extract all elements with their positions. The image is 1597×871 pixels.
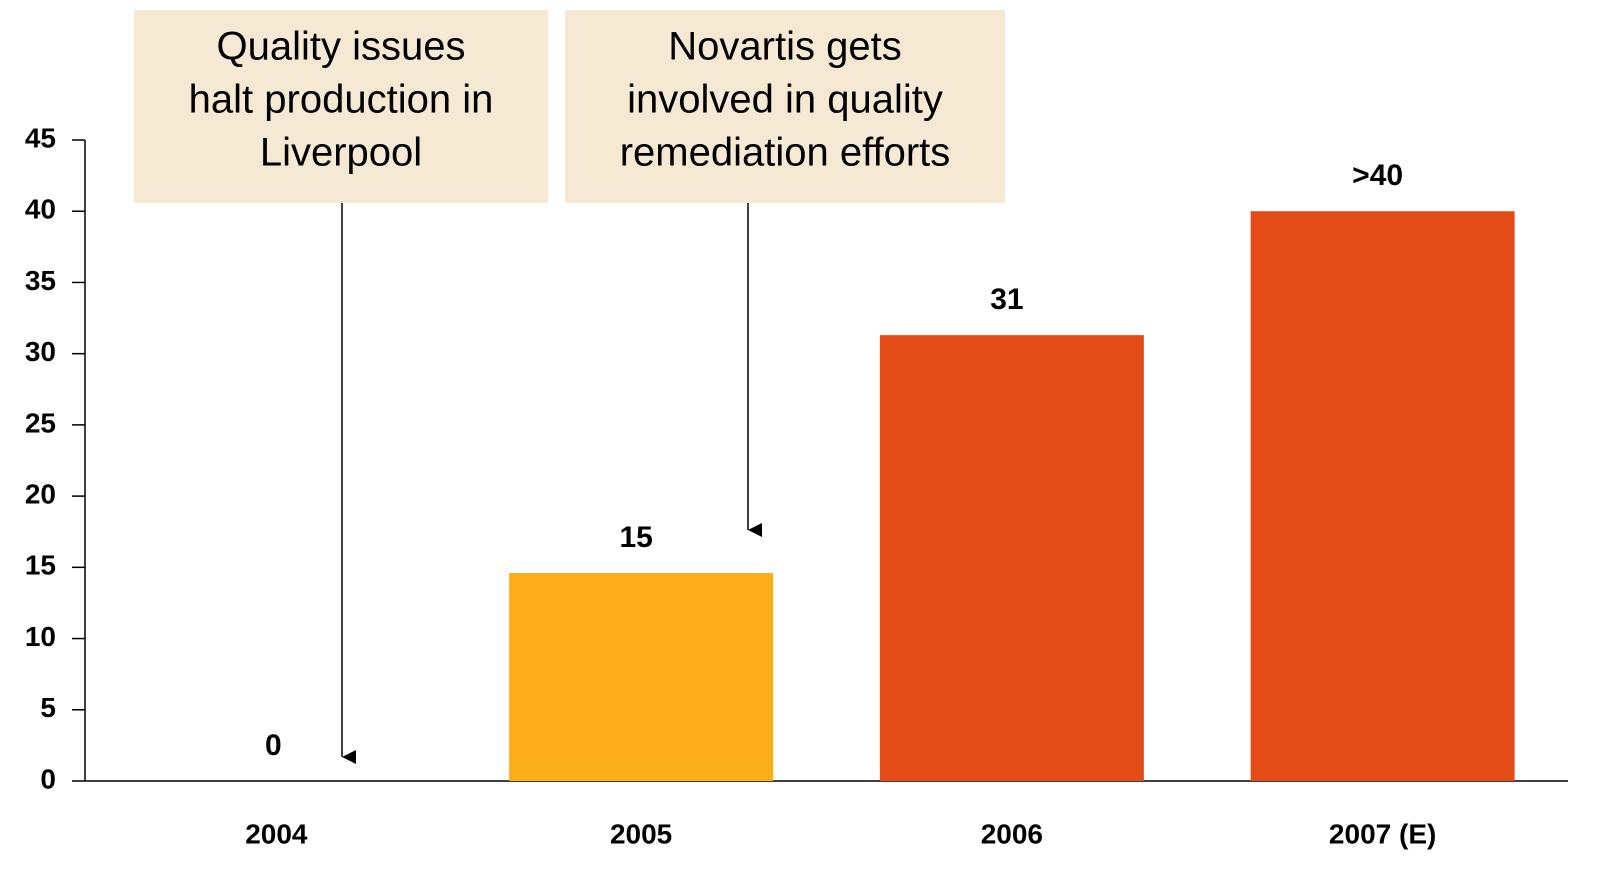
x-tick-label: 2004 xyxy=(245,818,308,849)
annotation-text: halt production in xyxy=(189,78,494,122)
y-tick-label: 0 xyxy=(40,763,56,794)
annotation-text: remediation efforts xyxy=(620,131,951,175)
y-tick-label: 30 xyxy=(25,336,56,367)
y-tick-label: 15 xyxy=(25,550,56,581)
y-tick-label: 5 xyxy=(40,692,56,723)
annotation-text: Novartis gets xyxy=(668,25,901,69)
y-tick-label: 45 xyxy=(25,122,56,153)
annotation-text: Liverpool xyxy=(260,131,422,175)
y-tick-label: 10 xyxy=(25,621,56,652)
value-label: 15 xyxy=(619,521,652,554)
y-tick-label: 20 xyxy=(25,479,56,510)
annotation-box xyxy=(565,10,1005,203)
x-tick-label: 2005 xyxy=(610,818,672,849)
annotation-box xyxy=(134,10,548,203)
y-tick-label: 25 xyxy=(25,407,56,438)
bar xyxy=(509,573,774,781)
y-tick-label: 40 xyxy=(25,194,56,225)
value-label: >40 xyxy=(1352,159,1403,192)
bar xyxy=(1250,211,1515,781)
x-tick-label: 2007 (E) xyxy=(1329,818,1436,849)
value-label: 0 xyxy=(265,729,282,762)
annotation-text: Quality issues xyxy=(217,25,466,69)
value-label: 31 xyxy=(990,283,1023,316)
y-tick-label: 35 xyxy=(25,265,56,296)
annotation-text: involved in quality xyxy=(627,78,943,122)
bar xyxy=(879,335,1144,781)
x-tick-label: 2006 xyxy=(981,818,1043,849)
